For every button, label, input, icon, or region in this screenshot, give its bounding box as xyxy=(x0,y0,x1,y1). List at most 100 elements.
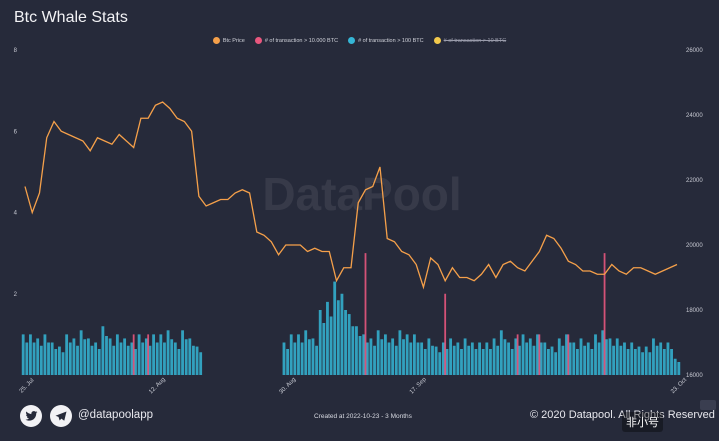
legend-item-tx-10000[interactable]: # of transaction > 10.000 BTC xyxy=(254,37,339,44)
bar-tx-100 xyxy=(115,334,119,376)
bar-tx-100 xyxy=(536,334,539,376)
bar-tx-100 xyxy=(36,338,40,375)
bar-tx-10000 xyxy=(516,334,519,376)
bar-tx-100 xyxy=(518,345,521,375)
bar-tx-100 xyxy=(141,342,145,375)
bar-tx-100 xyxy=(590,349,594,375)
bar-tx-100 xyxy=(365,342,369,375)
bar-tx-100 xyxy=(177,349,181,375)
bar-tx-100 xyxy=(286,349,290,375)
bar-tx-100 xyxy=(445,349,449,375)
y-left-tick-label: 4 xyxy=(14,211,18,217)
bar-tx-100 xyxy=(597,342,601,375)
bar-tx-100 xyxy=(601,330,605,375)
bar-tx-100 xyxy=(467,345,471,375)
legend-label-btc-price: Btc Price xyxy=(222,37,245,44)
bar-tx-100 xyxy=(304,330,308,375)
bar-tx-100 xyxy=(199,352,203,375)
bar-tx-100 xyxy=(615,338,619,375)
bar-tx-100 xyxy=(583,345,587,375)
bar-tx-100 xyxy=(644,346,648,375)
y-left-tick-label: 6 xyxy=(14,129,18,135)
bar-tx-100 xyxy=(72,338,76,375)
chart-title: Btc Whale Stats xyxy=(14,9,128,26)
bar-tx-100 xyxy=(630,342,634,375)
bar-tx-100 xyxy=(315,345,318,375)
bar-tx-100 xyxy=(604,339,608,375)
bar-tx-100 xyxy=(633,349,637,375)
bar-tx-100 xyxy=(507,342,510,375)
bar-tx-100 xyxy=(351,326,355,375)
legend-label-tx-10000: # of transaction > 10.000 BTC xyxy=(264,37,339,44)
x-tick-label: 12. Aug xyxy=(148,377,167,396)
bar-tx-100 xyxy=(123,338,127,375)
bar-tx-10000 xyxy=(132,334,135,376)
bar-tx-100 xyxy=(126,345,130,375)
bar-tx-100 xyxy=(166,330,170,375)
bar-tx-100 xyxy=(557,338,561,375)
bars-tx-10000 xyxy=(132,253,606,376)
twitter-icon[interactable] xyxy=(20,405,42,427)
legend-label-tx-10: # of transaction > 10 BTC xyxy=(443,37,507,44)
social-handle[interactable]: @datapoolapp xyxy=(78,409,153,421)
y-axis-right: 16000 18000 20000 22000 24000 26000 xyxy=(686,48,703,379)
bar-tx-100 xyxy=(478,342,481,375)
bar-tx-100 xyxy=(293,342,297,375)
bar-tx-100 xyxy=(289,334,293,376)
bar-tx-100 xyxy=(427,338,431,375)
bar-tx-100 xyxy=(456,342,460,375)
bar-tx-100 xyxy=(554,352,558,375)
x-tick-label: 17. Sep xyxy=(409,376,428,395)
legend-label-tx-100: # of transaction > 100 BTC xyxy=(358,37,424,44)
y-right-tick-label: 22000 xyxy=(686,178,703,184)
bar-tx-100 xyxy=(195,346,199,375)
bar-tx-100 xyxy=(499,330,503,375)
bar-tx-100 xyxy=(181,330,184,375)
y-right-tick-label: 26000 xyxy=(686,48,703,54)
bar-tx-100 xyxy=(670,349,673,375)
y-right-tick-label: 20000 xyxy=(686,243,703,249)
bar-tx-100 xyxy=(47,342,50,375)
legend-marker-tx-10 xyxy=(433,37,441,44)
bar-tx-100 xyxy=(481,349,485,375)
bar-tx-100 xyxy=(637,346,641,375)
legend-item-btc-price[interactable]: Btc Price xyxy=(212,37,245,44)
bar-tx-10000 xyxy=(444,293,447,375)
bar-tx-100 xyxy=(61,352,65,375)
bar-tx-100 xyxy=(662,349,666,375)
bar-tx-100 xyxy=(68,342,72,375)
overlay-watermark-badge: 非小号 xyxy=(622,412,663,432)
legend-item-tx-10[interactable]: # of transaction > 10 BTC xyxy=(433,37,507,44)
bar-tx-100 xyxy=(659,342,663,375)
bar-tx-100 xyxy=(510,349,514,375)
bar-tx-100 xyxy=(65,334,69,376)
bar-tx-100 xyxy=(192,345,195,375)
bar-tx-10000 xyxy=(147,334,150,376)
y-right-tick-label: 24000 xyxy=(686,113,703,119)
bar-tx-100 xyxy=(32,342,36,375)
bar-tx-100 xyxy=(641,352,644,375)
bar-tx-100 xyxy=(311,338,315,375)
bar-tx-100 xyxy=(282,342,286,375)
y-left-tick-label: 8 xyxy=(14,48,18,54)
bar-tx-100 xyxy=(373,345,376,375)
bar-tx-100 xyxy=(612,345,616,375)
bar-tx-100 xyxy=(163,342,166,375)
bar-tx-100 xyxy=(387,342,391,375)
bar-tx-100 xyxy=(514,338,518,375)
y-right-tick-label: 18000 xyxy=(686,308,703,314)
bar-tx-100 xyxy=(626,349,630,375)
bar-tx-100 xyxy=(119,342,123,375)
legend-marker-btc-price xyxy=(212,37,220,44)
bar-tx-100 xyxy=(148,345,152,375)
bar-tx-100 xyxy=(423,349,427,375)
bar-tx-100 xyxy=(394,345,398,375)
telegram-icon[interactable] xyxy=(50,405,72,427)
bar-tx-100 xyxy=(329,316,333,375)
bar-tx-100 xyxy=(452,345,456,375)
legend-item-tx-100[interactable]: # of transaction > 100 BTC xyxy=(348,37,424,44)
bar-tx-10000 xyxy=(603,253,606,376)
x-tick-label: 23. Oct xyxy=(670,377,688,395)
bar-tx-100 xyxy=(416,342,420,375)
bar-tx-100 xyxy=(434,346,438,375)
